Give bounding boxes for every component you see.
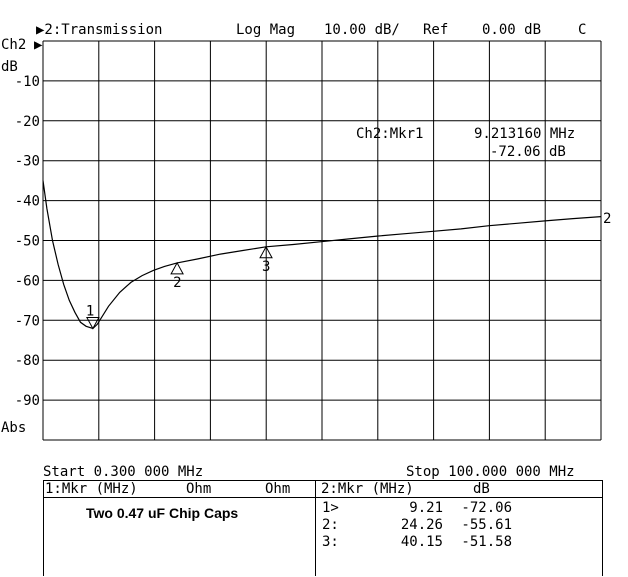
format-label: Log Mag (236, 22, 296, 38)
scale-label: 10.00 dB/ (324, 22, 400, 38)
marker-db: -55.61 (461, 517, 512, 533)
table-right-border (602, 480, 603, 576)
marker-label: 1 (86, 304, 94, 320)
ref-label: Ref (423, 22, 449, 38)
abs-label: Abs (1, 420, 27, 436)
table-left-border (43, 480, 44, 576)
marker-2-icon (170, 261, 184, 275)
marker-label: 3 (262, 259, 270, 275)
marker-frequency: 40.15 (400, 534, 443, 550)
marker-id: 2: (322, 517, 339, 533)
trace-plot: -10 -20 -30 -40 -50 -60 -70 -80 -90 1 2 3 (15, 40, 602, 441)
y-tick-label: -80 (15, 353, 40, 369)
start-frequency: Start 0.300 000 MHz (43, 464, 204, 480)
y-tick-label: -30 (15, 154, 40, 170)
marker-db: -72.06 (461, 500, 512, 516)
unit-label: dB (1, 59, 18, 75)
ref-value: 0.00 dB (482, 22, 542, 38)
left-table-col3: Ohm (265, 481, 291, 497)
right-table-title: 2:Mkr (MHz) (321, 481, 414, 497)
table-note: Two 0.47 uF Chip Caps (86, 505, 239, 521)
marker-1-icon (86, 317, 100, 330)
marker-db: -51.58 (461, 534, 512, 550)
y-tick-label: -70 (15, 313, 40, 329)
y-tick-label: -20 (15, 114, 40, 130)
table-center-divider (315, 480, 316, 576)
y-tick-label: -50 (15, 234, 40, 250)
channel-selector[interactable]: ▶2:Transmission (36, 22, 163, 38)
y-tick-label: -60 (15, 273, 40, 289)
coupling-flag: C (578, 22, 587, 38)
marker-3-icon (259, 245, 273, 259)
y-tick-label: -40 (15, 194, 40, 210)
marker-readout-frequency: 9.213160 MHz (474, 126, 576, 142)
channel-label: Ch2 (1, 37, 27, 53)
marker-label: 2 (173, 275, 181, 291)
marker-frequency: 9.21 (409, 500, 443, 516)
left-table-title: 1:Mkr (MHz) (45, 481, 138, 497)
trace-label: 2 (603, 211, 612, 227)
right-table-col2: dB (473, 481, 490, 497)
left-table-col2: Ohm (186, 481, 212, 497)
stop-frequency: Stop 100.000 000 MHz (406, 464, 575, 480)
marker-frequency: 24.26 (400, 517, 443, 533)
active-channel-arrow-icon: ▶ (34, 37, 43, 53)
y-tick-label: -90 (15, 393, 40, 409)
trace-line (42, 180, 602, 330)
y-tick-label: -10 (15, 74, 40, 90)
marker-id: 3: (322, 534, 339, 550)
marker-id: 1> (322, 500, 339, 516)
table-top-border (43, 480, 603, 481)
table-header-divider (43, 497, 603, 498)
marker-readout-value: -72.06 dB (490, 144, 566, 160)
marker-readout-label: Ch2:Mkr1 (356, 126, 424, 142)
